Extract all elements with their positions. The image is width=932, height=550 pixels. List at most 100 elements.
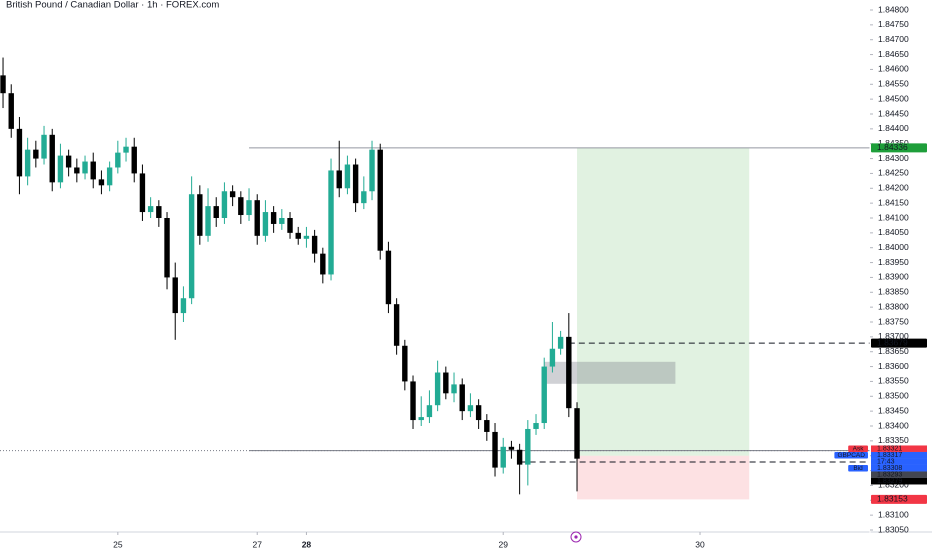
y-tick-label: 1.84100 [878,212,909,222]
y-tick-label: 1.84350 [878,138,909,148]
candle-body [541,366,547,424]
candle-body [434,372,441,406]
candle-body [49,134,55,183]
candle-body [90,161,96,180]
price-tag [871,477,927,485]
price-tag-value: 1.83293 [877,472,902,479]
candle-body [492,431,498,468]
price-tag-name: Bid [853,465,863,472]
candle-body [369,149,375,192]
y-tick-label: 1.84300 [878,153,909,163]
price-tag-value: 1.83279 [877,478,902,485]
price-tag [871,471,927,478]
y-tick-label: 1.83750 [878,316,909,326]
candle-body [131,146,137,174]
price-tag-name-box [848,445,868,452]
y-tick-label: 1.83100 [878,509,909,519]
candle-body [156,206,162,218]
candle-body [402,345,408,382]
price-tag-name-box [848,464,868,472]
x-tick-label: 29 [498,539,508,549]
candle-body [82,161,88,174]
x-tick-label: 30 [695,539,705,549]
candle-body [221,191,228,218]
y-tick-label: 1.83800 [878,301,909,311]
candle-body [426,405,433,418]
candle-body [459,384,465,412]
candle-body [467,405,474,412]
candle-body [500,446,506,468]
candle-body [41,134,47,159]
candle-body [508,446,515,450]
y-tick-label: 1.84750 [878,19,909,29]
candle-body [311,235,318,254]
candle-body [24,149,31,177]
candle-body [475,405,482,421]
candle-body [287,218,293,233]
y-tick-label: 1.84450 [878,108,909,118]
y-tick-label: 1.84150 [878,197,909,207]
y-tick-label: 1.83550 [878,376,909,386]
x-tick-label: 27 [252,539,262,549]
price-tag-name-box [834,451,868,459]
x-tick-label: 25 [113,539,123,549]
y-tick-label: 1.84550 [878,79,909,89]
y-tick-label: 1.84600 [878,64,909,74]
y-tick-label: 1.83650 [878,346,909,356]
candle-body [451,384,457,394]
position-loss-zone [577,455,750,500]
candle-body [385,250,392,305]
candle-body [238,197,244,216]
event-marker-dot [574,535,578,539]
level-tag-label: 1.83153 [877,494,908,504]
candle-body [377,149,383,251]
candle-body [516,449,523,465]
candle-body [443,372,449,394]
candle-body [197,194,203,236]
y-tick-label: 1.83350 [878,435,909,445]
candle-body [106,167,113,186]
y-tick-label: 1.84700 [878,34,909,44]
candle-body [262,212,269,236]
position-profit-zone [577,147,750,456]
price-tag-value: 1.83308 [877,465,902,472]
chart-title: British Pound / Canadian Dollar · 1h · F… [6,0,219,11]
candle-body [525,428,531,465]
price-tag [871,464,927,472]
candle-body [0,75,6,94]
y-tick-label: 1.83600 [878,361,909,371]
candle-body [574,408,580,459]
candle-body [57,155,64,183]
x-tick-label: 28 [302,539,312,549]
candle-body [303,235,310,239]
candle-body [98,179,105,186]
y-tick-label: 1.84000 [878,242,909,252]
y-tick-label: 1.83950 [878,257,909,267]
plot-area [0,57,870,500]
candle-body [352,164,359,204]
level-tag [871,143,927,153]
countdown-tag [871,458,927,465]
candle-body [246,200,252,216]
candle-body [213,206,219,218]
candle-body [65,155,72,168]
price-tag [871,451,927,459]
price-zone [544,361,676,384]
candle-body [205,206,211,236]
candle-body [229,191,236,198]
candle-body [279,218,285,224]
candle-body [295,232,301,239]
candle-body [33,149,39,159]
countdown-label: 17:43 [877,459,895,466]
y-tick-label: 1.84050 [878,227,909,237]
candle-body [115,152,121,168]
candle-body [147,206,154,213]
candle-body [16,128,23,177]
candle-body [328,170,334,275]
price-tag-value: 1.83317 [877,452,902,459]
y-tick-label: 1.83400 [878,420,909,430]
y-tick-label: 1.84650 [878,49,909,59]
y-tick-label: 1.83500 [878,391,909,401]
candle-body [164,218,170,278]
